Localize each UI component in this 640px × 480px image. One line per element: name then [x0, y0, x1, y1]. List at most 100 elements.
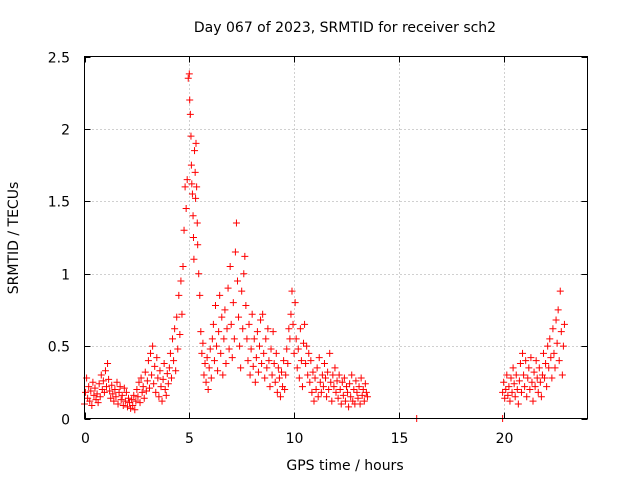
data-point [176, 331, 184, 339]
data-point [100, 388, 108, 396]
data-point [272, 349, 280, 357]
data-point [110, 397, 118, 405]
data-point [270, 359, 278, 367]
data-point [362, 388, 370, 396]
data-point [305, 349, 313, 357]
data-point [358, 391, 366, 399]
data-point [111, 386, 119, 394]
data-point [204, 386, 212, 394]
data-point [533, 374, 541, 382]
data-point [96, 393, 104, 401]
data-point [331, 364, 339, 372]
data-point [191, 147, 199, 155]
data-point [188, 190, 196, 198]
data-point [187, 161, 195, 169]
data-point [142, 387, 150, 395]
data-point [273, 388, 281, 396]
data-point [106, 387, 114, 395]
data-point [132, 397, 140, 405]
data-point [161, 386, 169, 394]
data-point [312, 386, 320, 394]
data-point [191, 168, 199, 176]
data-point [129, 401, 137, 409]
data-point [101, 367, 109, 375]
data-point [315, 354, 323, 362]
data-point [167, 374, 175, 382]
data-point [218, 313, 226, 321]
data-point [314, 393, 322, 401]
data-point [151, 362, 159, 370]
data-point [198, 349, 206, 357]
data-point [274, 364, 282, 372]
data-point [534, 388, 542, 396]
data-point [233, 277, 241, 285]
data-point [509, 364, 517, 372]
data-point [337, 400, 345, 408]
data-point [341, 397, 349, 405]
data-point [333, 377, 341, 385]
data-point [537, 393, 545, 401]
data-point [208, 335, 216, 343]
y-tick-label: 1 [61, 268, 70, 284]
data-point [535, 364, 543, 372]
data-point [95, 380, 103, 388]
data-point [344, 388, 352, 396]
data-point [104, 359, 112, 367]
data-point [187, 132, 195, 140]
data-point [265, 357, 273, 365]
data-point [221, 306, 229, 314]
data-point [322, 374, 330, 382]
points-layer [81, 70, 568, 422]
data-point [159, 375, 167, 383]
data-point [295, 374, 303, 382]
data-point [205, 364, 213, 372]
data-point [214, 367, 222, 375]
data-point [559, 342, 567, 350]
data-point [152, 388, 160, 396]
data-point [219, 371, 227, 379]
data-point [93, 390, 101, 398]
data-point [113, 378, 121, 386]
data-point [527, 354, 535, 362]
data-point [119, 401, 127, 409]
data-point [298, 383, 306, 391]
data-point [294, 345, 302, 353]
data-point [318, 371, 326, 379]
data-point [246, 371, 254, 379]
tick-layer [84, 56, 588, 420]
data-point [180, 226, 188, 234]
data-point [247, 345, 255, 353]
data-point [118, 391, 126, 399]
data-point [507, 374, 515, 382]
data-point [549, 325, 557, 333]
data-point [236, 342, 244, 350]
data-point [504, 391, 512, 399]
data-point [125, 394, 133, 402]
data-point [160, 359, 168, 367]
data-point [114, 400, 122, 408]
data-point [207, 374, 215, 382]
data-point [199, 339, 207, 347]
y-tick-label: 2.5 [48, 51, 70, 67]
data-point [172, 367, 180, 375]
data-point [128, 396, 136, 404]
data-point [145, 384, 153, 392]
data-point [546, 335, 554, 343]
data-point [244, 357, 252, 365]
data-point [156, 367, 164, 375]
data-point [245, 320, 253, 328]
data-point [107, 394, 115, 402]
data-point [97, 371, 105, 379]
data-point [186, 96, 194, 104]
data-point [542, 359, 550, 367]
data-point [123, 403, 131, 411]
data-point [499, 388, 507, 396]
data-point [514, 400, 522, 408]
data-point [544, 342, 552, 350]
data-point [186, 110, 194, 118]
data-point [521, 383, 529, 391]
data-point [513, 386, 521, 394]
data-point [116, 383, 124, 391]
plot-frame [84, 56, 588, 419]
data-point [154, 374, 162, 382]
